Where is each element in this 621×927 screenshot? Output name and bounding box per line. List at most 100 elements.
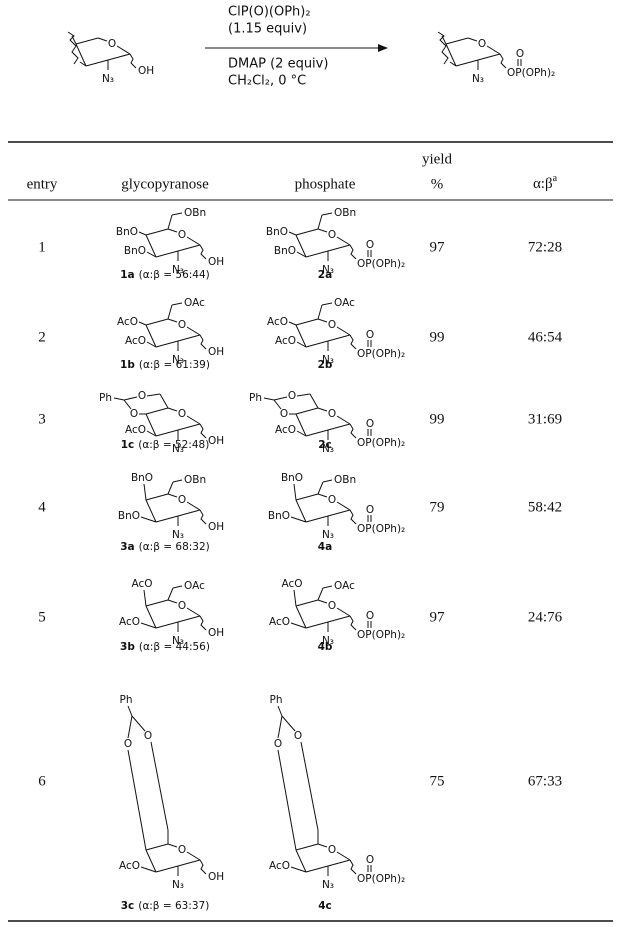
entry: 6 [38, 773, 46, 789]
ratio: 46:54 [528, 329, 563, 345]
bond [146, 408, 168, 414]
atom-label: OH [208, 627, 224, 639]
atom-label: Ph [120, 694, 133, 706]
bond [146, 600, 168, 606]
bond [289, 232, 296, 235]
bond [187, 237, 200, 245]
atom-label: BnO [118, 510, 140, 522]
header: yield [422, 151, 452, 167]
header: α:βa [533, 173, 558, 192]
atom-label: AcO [281, 578, 302, 590]
bond [296, 844, 318, 850]
wavy-bracket [438, 32, 448, 64]
header: glycopyranose [121, 176, 209, 192]
atom-label: OP(OPh)₂ [357, 873, 405, 885]
caption: 3b(α:β = 44:56) [120, 641, 210, 653]
bond [328, 245, 350, 251]
bond [156, 866, 178, 872]
header: entry [27, 176, 58, 192]
atom-label: O [288, 390, 296, 402]
bond [168, 215, 172, 229]
yield: 97 [430, 239, 446, 255]
atom-label: N₃ [322, 529, 334, 541]
atom-label: OAc [334, 580, 355, 592]
bond [156, 622, 178, 628]
atom-label: N₃ [322, 879, 334, 891]
anomer-ratio: (α:β = 61:39) [139, 359, 210, 371]
wavy-bond [200, 424, 206, 438]
atom-label: O [274, 738, 282, 750]
atom-label: OBn [184, 207, 206, 219]
atom-label: OBn [334, 474, 356, 486]
compound-id: 1c [121, 439, 135, 451]
atom-label: AcO [117, 316, 138, 328]
bond [337, 608, 350, 616]
atom-label: O [178, 600, 186, 612]
atom-label: O [108, 38, 116, 50]
structure: ON₃OOP(OPh)₂ [442, 36, 555, 85]
compound-id: 3c [121, 900, 135, 912]
atom-label: BnO [131, 472, 153, 484]
bond [278, 706, 282, 716]
atom-label: OH [208, 346, 224, 358]
bond [328, 424, 350, 430]
anomer-ratio: (α:β = 44:56) [139, 641, 210, 653]
bond [172, 303, 182, 305]
bond [139, 322, 146, 325]
bond [328, 860, 350, 866]
atom-label: AcO [269, 860, 290, 872]
atom-label: N₃ [102, 73, 114, 85]
bond [178, 245, 200, 251]
entry: 5 [38, 609, 46, 625]
bond [294, 484, 296, 500]
compound-id: 3a [120, 541, 134, 553]
bond [146, 844, 168, 850]
atom-label: O [178, 319, 186, 331]
atom-label: N₃ [172, 529, 184, 541]
caption: 1a(α:β = 56:44) [120, 269, 210, 281]
bond [487, 46, 500, 54]
bond [306, 341, 328, 347]
bond [178, 860, 200, 866]
bond [264, 398, 274, 400]
bond [446, 38, 468, 44]
wavy-bond [200, 860, 206, 874]
atom-label: O [178, 229, 186, 241]
entry: 3 [38, 411, 46, 427]
structure: PhOOAcOON₃OH [119, 694, 224, 891]
bond [289, 322, 296, 325]
header: % [431, 176, 444, 192]
bond [156, 430, 178, 436]
atom-label: BnO [266, 226, 288, 238]
bond [178, 424, 200, 430]
atom-label: N₃ [172, 879, 184, 891]
atom-label: O [178, 408, 186, 420]
ratio: 58:42 [528, 499, 562, 515]
bond [156, 341, 178, 347]
bond [117, 46, 130, 54]
anomer-ratio: (α:β = 52:48) [138, 439, 209, 451]
bond [173, 480, 182, 482]
caption: 3c(α:β = 63:37) [121, 900, 210, 912]
bond [296, 319, 318, 325]
structure: PhOOAcOON₃OOP(OPh)₂ [269, 694, 405, 891]
bond [318, 319, 327, 322]
compound-id: 2b [318, 359, 333, 371]
yield: 79 [430, 499, 445, 515]
bond [173, 586, 182, 588]
bond [98, 38, 107, 41]
atom-label: AcO [275, 335, 296, 347]
entry: 4 [38, 499, 46, 515]
compound-id: 4b [318, 641, 333, 653]
caption: 1b(α:β = 61:39) [120, 359, 210, 371]
atom-label: Ph [249, 392, 262, 404]
bond [147, 394, 160, 396]
bond [146, 494, 168, 500]
atom-label: OP(OPh)₂ [507, 67, 555, 79]
bond [128, 750, 146, 850]
atom-label: O [366, 504, 374, 516]
wavy-bond [500, 54, 506, 68]
